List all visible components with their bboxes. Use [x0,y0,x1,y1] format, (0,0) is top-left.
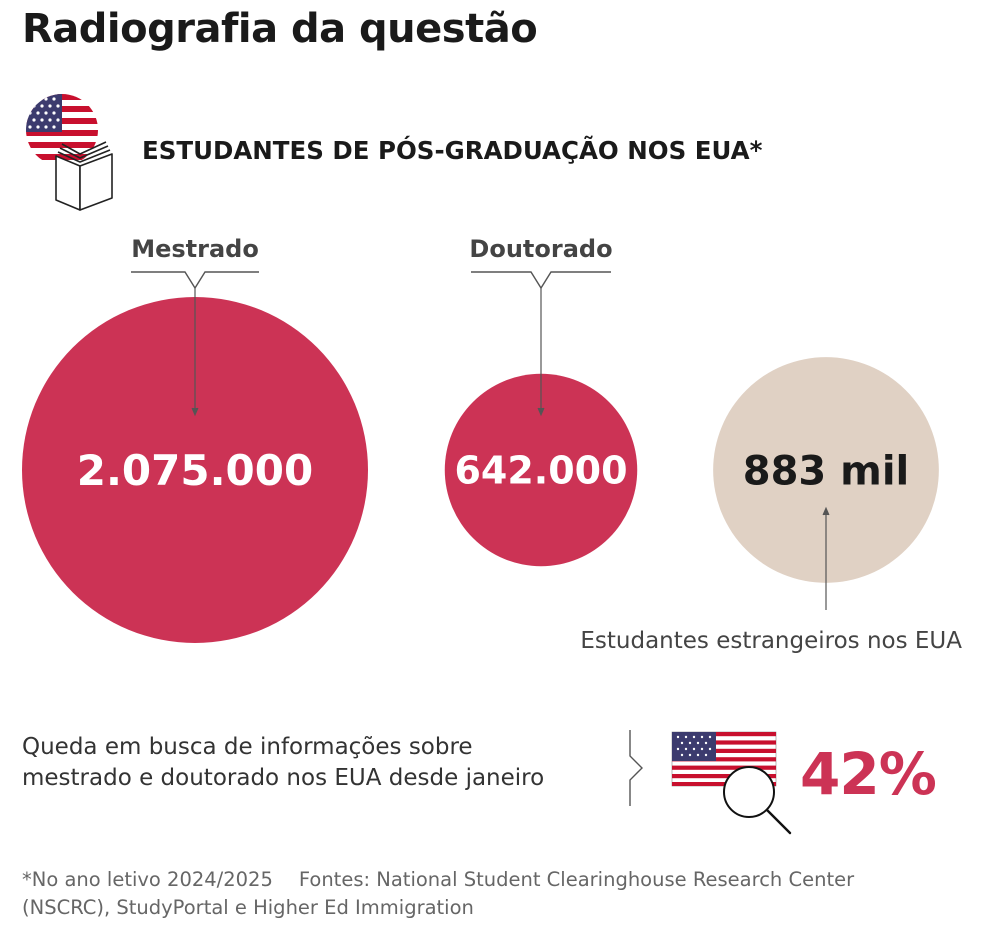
bubble-estudantes-estrangeiros-nos-eua [713,357,939,583]
pointer-arrow-doutorado [537,407,545,417]
category-bracket-doutorado [471,271,611,290]
flag-book-logo [22,92,118,214]
us-flag-book-icon [26,94,113,211]
bubble-mestrado [22,297,368,643]
flag-search-graphic [668,726,798,838]
chevron-bracket-icon [629,730,643,806]
bubble-doutorado [444,373,638,567]
bubble-value-doutorado: 642.000 [454,449,627,493]
highlight-text-line2: mestrado e doutorado nos EUA desde janei… [22,765,545,791]
chart-subtitle: ESTUDANTES DE PÓS-GRADUAÇÃO NOS EUA* [142,136,763,165]
highlight-description: Queda em busca de informações sobre mest… [22,732,622,794]
category-bracket-mestrado [131,271,259,290]
footnote-sources-line1: Fontes: National Student Clearinghouse R… [298,868,855,891]
pointer-arrow-mestrado [191,407,199,417]
bubble-value-mestrado: 2.075.000 [77,446,313,495]
open-book-icon [55,141,113,211]
pointer-arrow-estudantes-estrangeiros-nos-eua [822,506,830,516]
magnifier-icon [723,766,792,835]
bubble-value-estudantes-estrangeiros-nos-eua: 883 mil [743,448,910,494]
bubble-chart: 2.075.000 Mestrado 642.000 Doutorado 883 mil… [22,235,962,654]
us-flag-icon [671,731,777,787]
footnote-note: *No ano letivo 2024/2025 [22,868,273,891]
category-label-mestrado: Mestrado [131,235,259,263]
category-label-estudantes-estrangeiros-nos-eua: Estudantes estrangeiros nos EUA [580,628,962,654]
highlight-percent: 42% [800,740,937,808]
page-title: Radiografia da questão [22,6,538,52]
footnote: *No ano letivo 2024/2025 Fontes: National… [22,866,962,922]
footnote-sources-line2: (NSCRC), StudyPortal e Higher Ed Immigra… [22,896,474,919]
category-label-doutorado: Doutorado [469,235,612,263]
highlight-text-line1: Queda em busca de informações sobre [22,734,473,760]
